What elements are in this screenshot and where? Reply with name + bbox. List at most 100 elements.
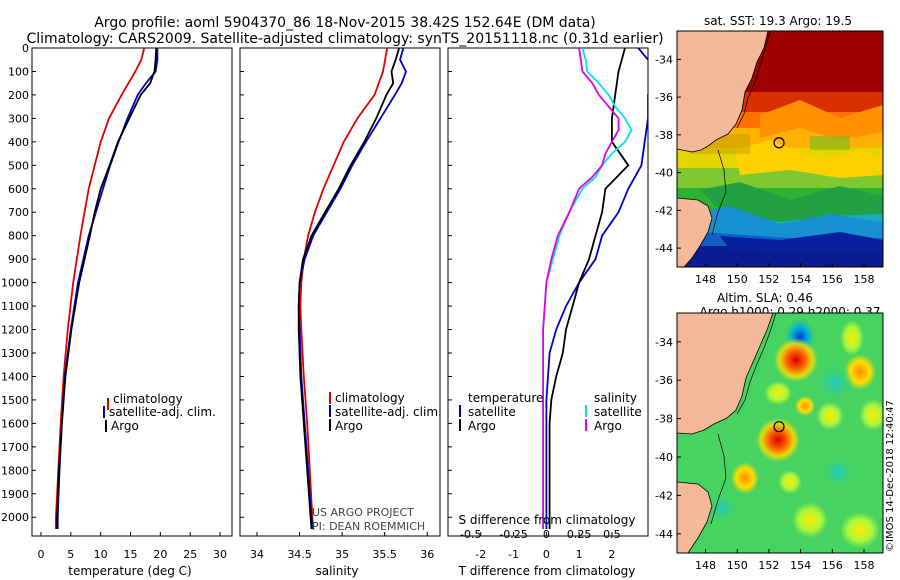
depth-tick-label: 700: [8, 206, 29, 219]
depth-tick-label: 1600: [1, 417, 29, 430]
map-x-tick-label: 148: [695, 273, 716, 286]
difference-x-label-2: S difference from climatology: [459, 513, 636, 527]
difference-lines: [542, 48, 648, 529]
x-tick-label: 5: [67, 548, 74, 561]
depth-tick-label: 1700: [1, 441, 29, 454]
depth-tick-label: 1800: [1, 464, 29, 477]
series-line-argo: [297, 48, 400, 530]
imos-stamp: ©IMOS 14-Dec-2018 12:40:47: [885, 400, 896, 552]
map-y-tick-label: -42: [655, 489, 673, 502]
legend-label-t-argo: Argo: [468, 419, 496, 433]
sst-map-axes: 148 150 152 154 156 158 -34 -36 -38 -40 -42 -44: [655, 53, 874, 286]
depth-tick-label: 1100: [1, 300, 29, 313]
map-x-tick-label: 158: [853, 559, 874, 572]
x-tick-label: -1: [508, 548, 519, 561]
sla-map-title: Altim. SLA: 0.46: [717, 291, 813, 305]
x-tick-label: 2: [608, 548, 615, 561]
x-tick-label-salinity: -0.25: [499, 528, 527, 541]
map-y-tick-label: -40: [655, 167, 673, 180]
difference-x-axis: -2 -1 0 1 2 -0.5 -0.25 0 0.25 0.5: [460, 528, 621, 561]
legend-label-satellite: satellite-adj. clim.: [335, 405, 442, 419]
x-tick-label: 34.5: [287, 548, 312, 561]
sla-argo-location-marker: [773, 421, 785, 433]
x-tick-label: 0: [543, 548, 550, 561]
temperature-lines: [55, 48, 159, 529]
legend-label-argo: Argo: [111, 419, 139, 433]
depth-tick-label: 600: [8, 183, 29, 196]
sla-map-image: [677, 313, 883, 553]
temperature-x-label: temperature (deg C): [68, 564, 191, 578]
map-x-tick-label: 156: [822, 559, 843, 572]
series-line-t-satellite: [545, 48, 648, 529]
sst-map-image: [677, 31, 883, 267]
salinity-legend: climatology satellite-adj. clim. Argo: [329, 391, 442, 433]
map-y-tick-label: -42: [655, 204, 673, 217]
x-tick-label-salinity: 0: [543, 528, 550, 541]
depth-tick-label: 1900: [1, 488, 29, 501]
legend-label-s-satellite: satellite: [594, 405, 642, 419]
depth-tick-label: 900: [8, 253, 29, 266]
temperature-panel: 0100200300400500600700800900100011001200…: [1, 42, 233, 578]
series-line-argo: [56, 48, 158, 529]
legend-label-s-argo: Argo: [594, 419, 622, 433]
series-line-s-argo: [542, 48, 620, 529]
x-tick-label: 20: [153, 548, 167, 561]
x-tick-label: -2: [475, 548, 486, 561]
legend-label-t-satellite: satellite: [468, 405, 516, 419]
x-tick-label: 10: [94, 548, 108, 561]
map-y-tick-label: -34: [655, 53, 673, 66]
x-tick-label-salinity: 0.25: [567, 528, 592, 541]
sst-map-frame: [676, 30, 884, 268]
x-tick-label: 36: [420, 548, 434, 561]
x-tick-label: 1: [576, 548, 583, 561]
depth-tick-label: 1400: [1, 370, 29, 383]
legend-title-salinity: salinity: [594, 391, 637, 405]
x-tick-label: 34: [250, 548, 264, 561]
depth-tick-label: 1000: [1, 277, 29, 290]
x-tick-label: 25: [183, 548, 197, 561]
temperature-x-axis: 0 5 10 15 20 25 30: [37, 532, 227, 561]
depth-tick-label: 500: [8, 159, 29, 172]
difference-legend-salinity: salinity satellite Argo: [585, 391, 642, 433]
depth-tick-label: 1200: [1, 324, 29, 337]
difference-frame: [447, 47, 649, 537]
temperature-frame: [31, 47, 233, 537]
map-y-tick-label: -38: [655, 129, 673, 142]
legend-label-satellite: satellite-adj. clim.: [109, 405, 216, 419]
map-x-tick-label: 158: [853, 273, 874, 286]
depth-tick-label: 200: [8, 89, 29, 102]
map-y-tick-label: -40: [655, 451, 673, 464]
map-y-tick-label: -38: [655, 413, 673, 426]
credit-pi: PI: DEAN ROEMMICH: [312, 520, 425, 533]
map-y-tick-label: -36: [655, 374, 673, 387]
salinity-panel: 34 34.5 35 35.5 36 salinity climatology sate…: [239, 47, 442, 578]
depth-tick-label: 100: [8, 65, 29, 78]
legend-label-climatology: climatology: [335, 391, 405, 405]
x-tick-label-salinity: 0.5: [603, 528, 621, 541]
depth-axis: 0 100 200 300 400 500 600 700 800 900 1000 1100 1200…: [1, 42, 36, 524]
x-tick-label: 35: [335, 548, 349, 561]
series-line-t-argo: [548, 48, 630, 529]
legend-label-argo: Argo: [335, 419, 363, 433]
salinity-x-axis: 34 34.5 35 35.5 36: [250, 532, 434, 561]
x-tick-label: 0: [37, 548, 44, 561]
x-tick-label: 30: [213, 548, 227, 561]
sst-map-title: sat. SST: 19.3 Argo: 19.5: [704, 14, 852, 28]
salinity-frame: [239, 47, 441, 537]
difference-depth-ticks: [448, 47, 452, 518]
salinity-lines: [297, 48, 407, 530]
map-x-tick-label: 148: [695, 559, 716, 572]
depth-tick-label: 1500: [1, 394, 29, 407]
salinity-x-label: salinity: [315, 564, 358, 578]
map-x-tick-label: 156: [822, 273, 843, 286]
map-y-tick-label: -34: [655, 336, 673, 349]
header-line-2: Climatology: CARS2009. Satellite-adjuste…: [26, 31, 663, 47]
temperature-legend: climatology satellite-adj. clim. Argo: [103, 392, 216, 433]
x-tick-label: 35.5: [372, 548, 397, 561]
sla-map-panel: Altim. SLA: 0.46 Argo h1000: 0.29 h2000:…: [655, 291, 896, 572]
sst-argo-location-marker: [773, 137, 785, 149]
map-x-tick-label: 154: [790, 273, 811, 286]
difference-panel: -2 -1 0 1 2 -0.5 -0.25 0 0.25 0.5 T difference fr…: [447, 47, 649, 578]
map-x-tick-label: 150: [727, 559, 748, 572]
